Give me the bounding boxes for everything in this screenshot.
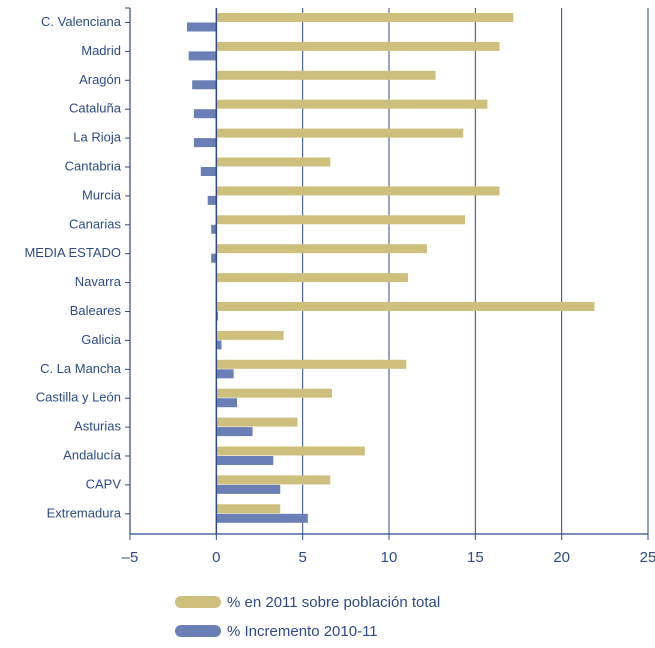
- bar-increase-15: [216, 456, 274, 465]
- category-label: Andalucía: [63, 448, 122, 463]
- category-label: Aragón: [79, 72, 121, 87]
- x-tick-label: 15: [467, 549, 484, 566]
- bar-share-13: [216, 388, 333, 398]
- bar-increase-2: [192, 80, 217, 90]
- category-label: Cataluña: [69, 101, 122, 116]
- category-label: Canarias: [69, 216, 122, 231]
- x-tick-label: 20: [553, 549, 570, 566]
- bar-increase-12: [216, 369, 234, 379]
- bars: [186, 13, 595, 523]
- bar-share-6: [216, 186, 500, 196]
- bar-share-15: [216, 446, 365, 456]
- bar-increase-17: [216, 513, 308, 523]
- bar-increase-11: [216, 340, 222, 350]
- legend: % en 2011 sobre población total % Increme…: [175, 594, 440, 640]
- category-label: La Rioja: [73, 130, 121, 145]
- bar-increase-8: [211, 253, 217, 263]
- bar-increase-7: [211, 224, 217, 234]
- bar-share-17: [216, 504, 281, 514]
- bar-increase-4: [193, 138, 217, 148]
- category-label: Baleares: [70, 303, 122, 318]
- legend-swatch-0: [175, 596, 221, 608]
- bar-increase-6: [207, 195, 217, 205]
- category-label: Castilla y León: [36, 390, 121, 405]
- legend-swatch-1: [175, 625, 221, 637]
- category-label: Asturias: [74, 419, 121, 434]
- category-label: Navarra: [75, 274, 122, 289]
- bar-increase-13: [216, 398, 238, 408]
- bar-increase-1: [188, 51, 217, 61]
- bar-share-14: [216, 417, 298, 427]
- category-label: MEDIA ESTADO: [24, 245, 121, 260]
- bar-increase-14: [216, 427, 253, 437]
- bar-increase-16: [216, 484, 281, 494]
- grid-lines: [302, 8, 649, 534]
- bar-share-16: [216, 475, 331, 485]
- category-label: Madrid: [81, 43, 121, 58]
- category-labels: C. Valenciana Madrid Aragón Cataluña La Rioj…: [24, 14, 121, 520]
- x-tick-label: 10: [381, 549, 398, 566]
- x-tick-labels: –5 0 5 10 15 20 25: [122, 549, 655, 566]
- bar-share-12: [216, 359, 407, 369]
- bar-increase-3: [193, 109, 217, 119]
- category-label: C. Valenciana: [41, 14, 122, 29]
- bar-share-2: [216, 70, 436, 80]
- bar-share-0: [216, 13, 514, 22]
- bar-share-11: [216, 330, 284, 340]
- bar-share-7: [216, 215, 465, 225]
- bar-share-5: [216, 157, 331, 167]
- bar-share-9: [216, 273, 408, 283]
- bar-increase-0: [186, 22, 217, 32]
- bar-share-1: [216, 41, 500, 51]
- x-tick-label: 5: [298, 549, 306, 566]
- category-label: Murcia: [82, 187, 122, 202]
- bar-increase-10: [216, 311, 219, 321]
- x-tick-label: 25: [640, 549, 655, 566]
- legend-label-1: % Incremento 2010-11: [227, 623, 378, 640]
- category-label: C. La Mancha: [40, 361, 122, 376]
- bar-share-10: [216, 302, 595, 311]
- legend-label-0: % en 2011 sobre población total: [227, 594, 440, 611]
- bar-share-3: [216, 99, 488, 109]
- bar-share-4: [216, 128, 464, 138]
- category-label: Galicia: [81, 332, 122, 347]
- x-tick-label: –5: [122, 549, 139, 566]
- category-label: CAPV: [86, 476, 122, 491]
- bar-share-8: [216, 244, 427, 254]
- x-tick-label: 0: [212, 549, 220, 566]
- category-label: Cantabria: [65, 159, 122, 174]
- bar-increase-5: [200, 167, 217, 176]
- axes: [125, 7, 649, 540]
- category-label: Extremadura: [47, 505, 122, 520]
